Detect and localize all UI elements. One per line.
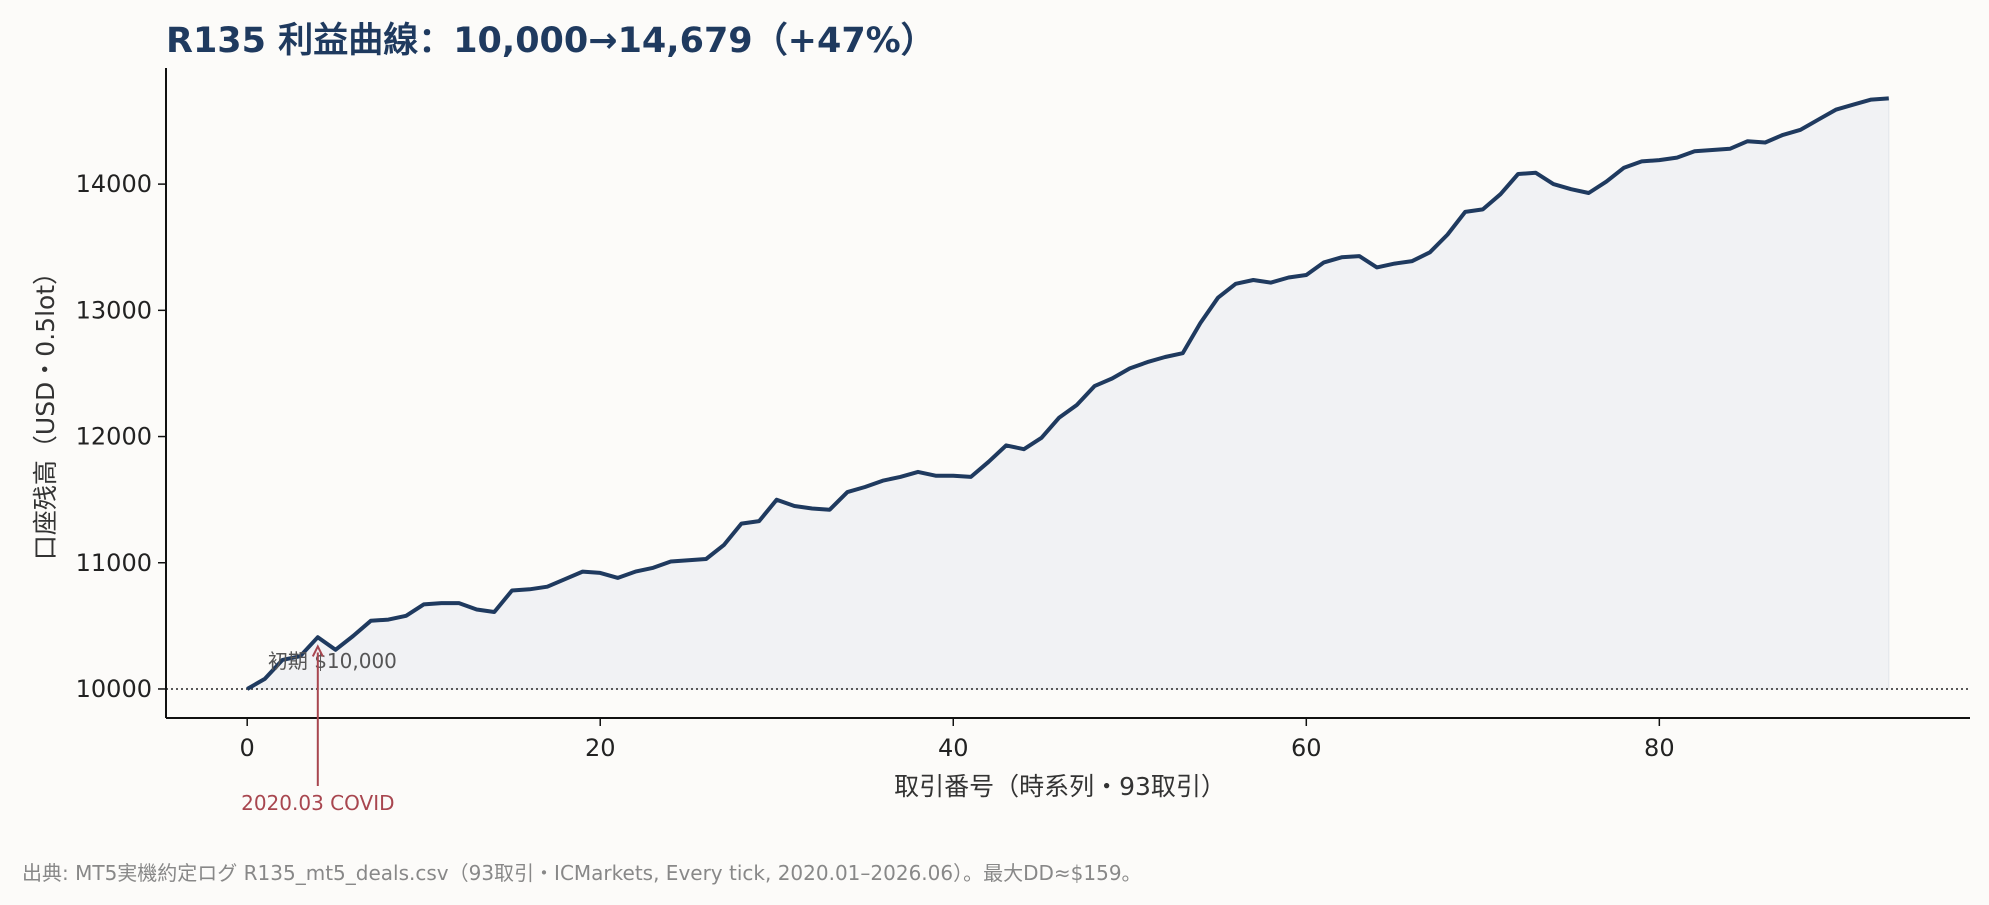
x-tick-label: 40 [938, 734, 969, 762]
x-tick-label: 80 [1644, 734, 1675, 762]
y-tick-label: 11000 [76, 549, 152, 577]
equity-area-fill [245, 97, 1890, 690]
x-ticks: 0 20 40 60 80 [240, 718, 1675, 762]
annotation-covid: 2020.03 COVID [241, 791, 394, 815]
chart-title: R135 利益曲線：10,000→14,679（+47%） [166, 21, 936, 61]
plot-area: 0 20 40 60 80 10000 11000 12000 13000 14000 [76, 68, 1970, 762]
x-tick-label: 60 [1291, 734, 1322, 762]
y-ticks: 10000 11000 12000 13000 14000 [76, 170, 166, 703]
annotation-initial: 初期 $10,000 [268, 649, 397, 673]
y-tick-label: 10000 [76, 675, 152, 703]
source-note: 出典: MT5実機約定ログ R135_mt5_deals.csv（93取引・IC… [22, 861, 1142, 885]
x-axis-label: 取引番号（時系列・93取引） [894, 772, 1226, 801]
covid-arrow-head [311, 644, 324, 657]
y-axis-label: 口座残高（USD・0.5lot） [31, 260, 60, 560]
y-tick-label: 12000 [76, 423, 152, 451]
y-tick-label: 14000 [76, 170, 152, 198]
x-tick-label: 0 [240, 734, 255, 762]
x-tick-label: 20 [585, 734, 616, 762]
equity-line [246, 96, 1889, 691]
y-tick-label: 13000 [76, 296, 152, 324]
